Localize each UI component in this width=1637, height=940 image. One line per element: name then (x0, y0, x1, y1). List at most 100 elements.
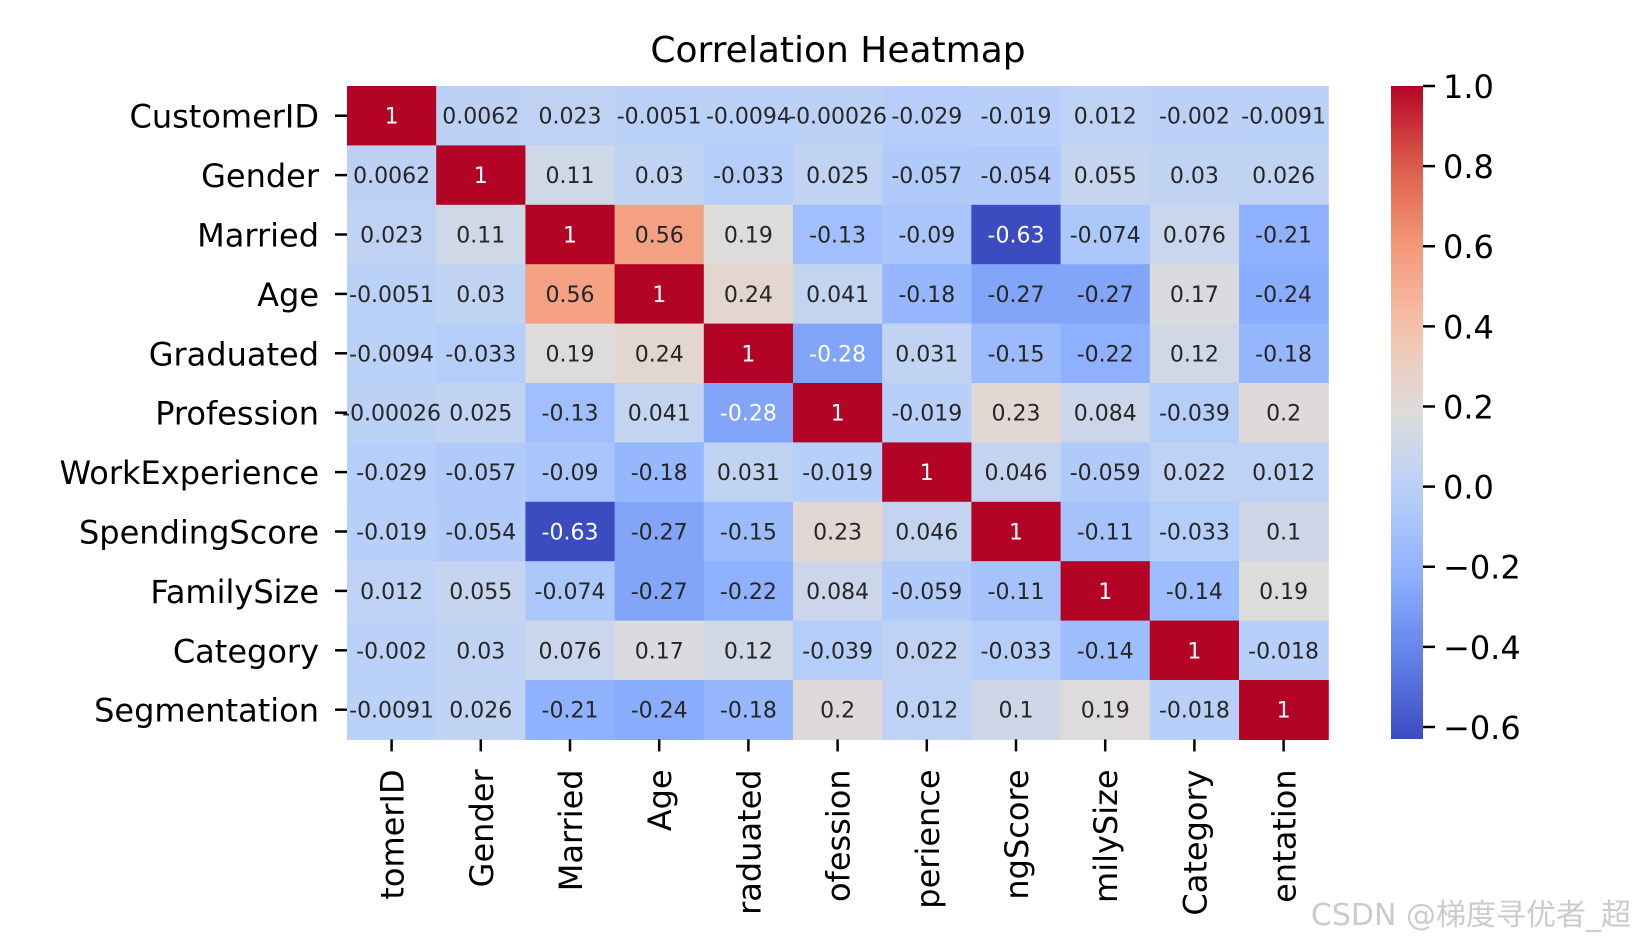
heatmap-cell (525, 680, 616, 740)
heatmap-cell (347, 323, 437, 384)
heatmap-cell (1149, 680, 1240, 740)
cell-value-label: -0.09 (542, 461, 599, 486)
colorbar-tick-label: −0.2 (1443, 549, 1521, 587)
heatmap-cell (1149, 620, 1240, 681)
cell-value-label: -0.63 (988, 224, 1045, 249)
cell-value-label: 0.031 (895, 342, 958, 367)
x-tick-label: Married (552, 769, 590, 891)
heatmap-cell (971, 383, 1062, 443)
heatmap-cell (793, 323, 883, 384)
x-tick-label: entation (1266, 769, 1304, 902)
heatmap-cell (1060, 264, 1151, 325)
y-tick-label: Category (173, 632, 319, 670)
colorbar-tick-label: 0.0 (1443, 469, 1494, 507)
heatmap-cell (1239, 442, 1329, 503)
heatmap-cell (703, 323, 794, 384)
cell-value-label: 0.0062 (442, 105, 519, 130)
cell-value-label: 0.2 (820, 699, 855, 724)
colorbar-gradient (1391, 86, 1423, 739)
heatmap-cell (703, 264, 794, 325)
cell-value-label: -0.00026 (788, 105, 887, 130)
cell-value-label: 0.03 (456, 639, 505, 664)
cell-value-label: -0.18 (720, 699, 777, 724)
cell-value-label: 1 (831, 402, 845, 427)
cell-value-label: -0.019 (356, 521, 427, 546)
cell-value-label: -0.019 (891, 402, 962, 427)
heatmap-cell (614, 323, 705, 384)
heatmap-cell (614, 204, 705, 265)
cell-value-label: -0.057 (445, 461, 516, 486)
heatmap-cell (793, 264, 883, 325)
heatmap-cell (347, 264, 437, 325)
heatmap-cell (1149, 264, 1240, 325)
heatmap-cell (347, 561, 437, 622)
x-tick-label: Category (1176, 769, 1214, 915)
heatmap-cell (1239, 501, 1329, 562)
cell-value-label: 0.046 (985, 461, 1048, 486)
colorbar-tick-label: 0.4 (1443, 308, 1494, 346)
heatmap-cell (1149, 501, 1240, 562)
y-tick-label: CustomerID (129, 98, 319, 136)
cell-value-label: 1 (1187, 639, 1201, 664)
heatmap-cell (1149, 442, 1240, 503)
heatmap-cell (971, 86, 1062, 146)
heatmap-cell (436, 323, 526, 384)
cell-value-label: 0.19 (724, 224, 773, 249)
cell-value-label: -0.18 (898, 283, 955, 308)
heatmap-cell (882, 323, 972, 384)
cell-value-label: -0.029 (356, 461, 427, 486)
heatmap-cell (1149, 323, 1240, 384)
cell-value-label: -0.28 (720, 402, 777, 427)
cell-value-label: 0.012 (1074, 105, 1137, 130)
cell-value-label: -0.018 (1159, 699, 1230, 724)
heatmap-cell (971, 442, 1062, 503)
cell-value-label: 0.012 (895, 699, 958, 724)
cell-value-label: -0.019 (802, 461, 873, 486)
heatmap-cell (882, 264, 972, 325)
y-tick-label: FamilySize (150, 573, 319, 611)
heatmap-cell (614, 383, 705, 443)
heatmap-cell (525, 145, 616, 206)
cell-value-label: -0.0051 (617, 105, 702, 130)
x-tick-label: ngScore (998, 769, 1036, 899)
cell-value-label: 0.19 (546, 342, 595, 367)
cell-value-label: -0.27 (631, 580, 688, 605)
heatmap-cell (614, 561, 705, 622)
x-tick-label: raduated (730, 769, 768, 915)
heatmap-cell (436, 442, 526, 503)
y-tick-label: Gender (201, 157, 320, 195)
heatmap-cell (1149, 204, 1240, 265)
heatmap-cell (614, 442, 705, 503)
x-tick-label: Age (641, 769, 679, 831)
heatmap-cell (882, 561, 972, 622)
cell-value-label: 0.11 (456, 224, 505, 249)
cell-value-label: -0.033 (1159, 521, 1230, 546)
cell-value-label: -0.059 (891, 580, 962, 605)
cell-value-label: 0.11 (546, 164, 595, 189)
heatmap-cell (436, 383, 526, 443)
cell-value-label: 0.03 (635, 164, 684, 189)
cell-value-label: 1 (1009, 521, 1023, 546)
heatmap-cell (882, 86, 972, 146)
chart-title: Correlation Heatmap (650, 30, 1025, 71)
cell-value-label: -0.63 (542, 521, 599, 546)
cell-value-label: 0.2 (1266, 402, 1301, 427)
heatmap-cell (882, 620, 972, 681)
heatmap-cell (971, 620, 1062, 681)
cell-value-label: -0.13 (542, 402, 599, 427)
cell-value-label: -0.11 (1077, 521, 1134, 546)
cell-value-label: -0.18 (631, 461, 688, 486)
y-axis: CustomerID Gender Married Age Graduated Profe… (60, 98, 347, 730)
cell-value-label: -0.28 (809, 342, 866, 367)
cell-value-label: 0.026 (1252, 164, 1315, 189)
cell-value-label: 0.023 (539, 105, 602, 130)
cell-value-label: 0.025 (806, 164, 869, 189)
heatmap-cell (614, 145, 705, 206)
cell-value-label: -0.24 (1255, 283, 1312, 308)
colorbar-tick-label: 0.2 (1443, 388, 1494, 426)
heatmap-cell (703, 204, 794, 265)
heatmap-cell (1239, 204, 1329, 265)
cell-value-label: 0.055 (1074, 164, 1137, 189)
cell-value-label: 0.03 (456, 283, 505, 308)
heatmap-cell (703, 620, 794, 681)
